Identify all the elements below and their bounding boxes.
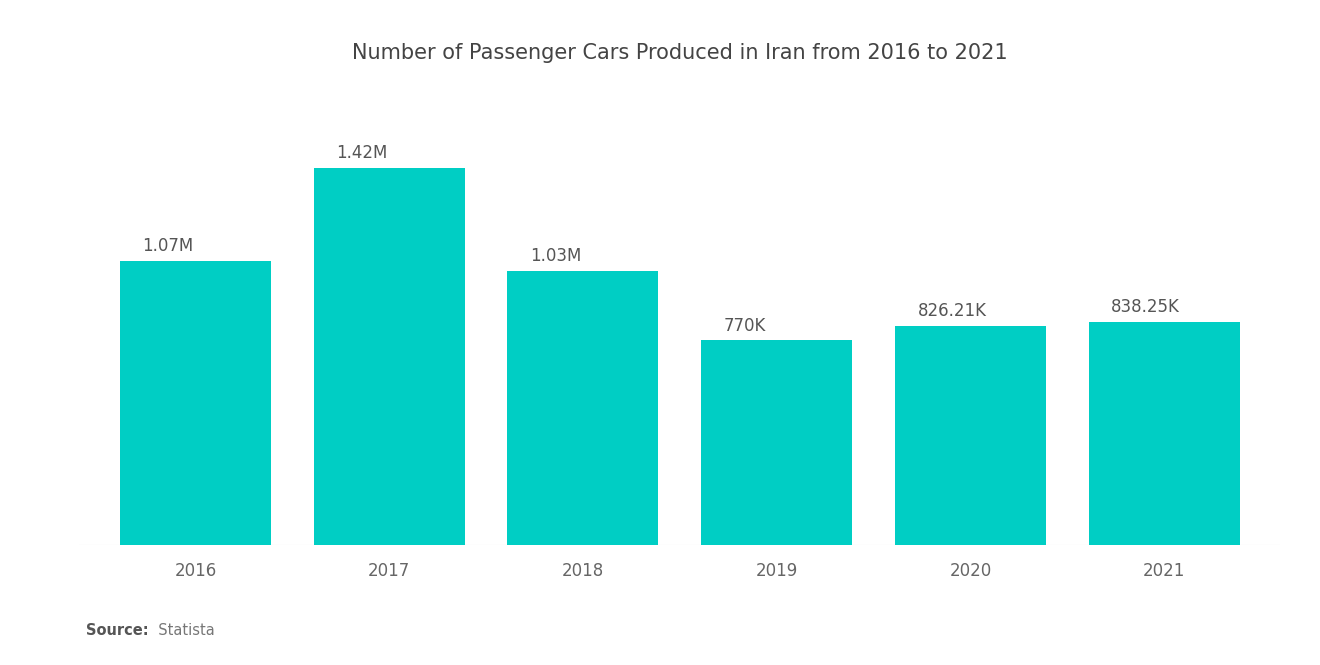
Text: 770K: 770K [723, 317, 766, 334]
Text: 838.25K: 838.25K [1111, 299, 1180, 317]
Text: Statista: Statista [149, 623, 215, 638]
Title: Number of Passenger Cars Produced in Iran from 2016 to 2021: Number of Passenger Cars Produced in Ira… [352, 43, 1007, 63]
Bar [314, 168, 465, 545]
Text: 1.03M: 1.03M [531, 247, 581, 265]
Text: 826.21K: 826.21K [917, 302, 986, 320]
Text: Source:: Source: [86, 623, 148, 638]
Bar [507, 271, 659, 545]
Bar [120, 261, 271, 545]
Bar [701, 340, 853, 545]
Text: 1.07M: 1.07M [143, 237, 194, 255]
Bar [895, 326, 1045, 545]
Text: 1.42M: 1.42M [337, 144, 388, 162]
Bar [1089, 323, 1239, 545]
